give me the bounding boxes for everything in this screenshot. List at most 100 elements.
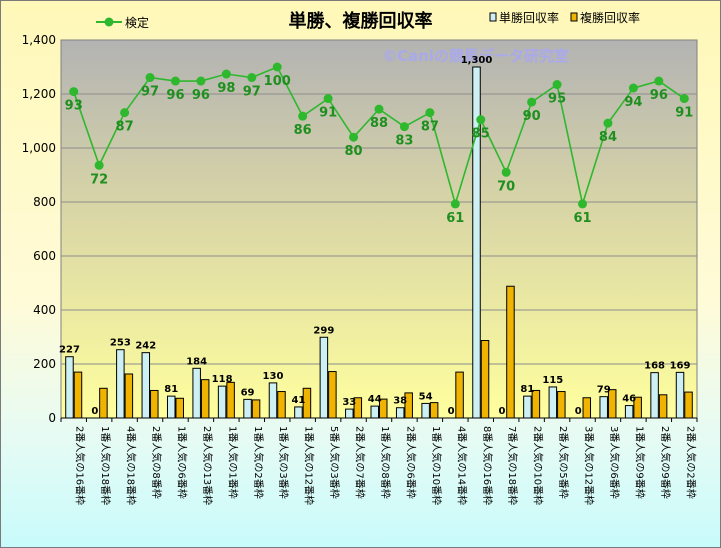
x-category-label: 5番人気の3番枠	[328, 426, 341, 499]
bar-fukusho	[150, 389, 159, 419]
line-kentei-marker	[221, 69, 231, 79]
legend-bar1-swatch	[489, 12, 497, 22]
bar-fukusho	[658, 394, 668, 419]
line-kentei-label: 70	[497, 179, 515, 194]
x-category-label: 2番人気の2番枠	[684, 426, 697, 499]
bar-tansho	[192, 367, 201, 419]
bar-fukusho	[99, 387, 108, 419]
bar-tansho	[599, 396, 608, 419]
bar-tansho	[421, 402, 430, 419]
legend-bar2-swatch	[570, 12, 578, 22]
x-category-label: 1番人気の10番枠	[430, 426, 443, 505]
line-kentei-label: 97	[243, 85, 261, 100]
x-category-label: 7番人気の18番枠	[506, 426, 519, 505]
line-kentei-label: 61	[573, 211, 591, 226]
bar-tansho-label: 0	[575, 406, 582, 417]
bar-tansho-label: 130	[263, 371, 284, 382]
line-kentei-marker	[527, 97, 537, 107]
bar-tansho-label: 38	[393, 396, 407, 407]
bar-fukusho	[328, 371, 337, 419]
y-tick-label: 800	[33, 195, 56, 209]
x-category-label: 2番人気の7番枠	[354, 426, 367, 499]
line-kentei-marker	[69, 87, 79, 97]
y-tick-label: 1,400	[22, 33, 56, 47]
bar-tansho-label: 0	[448, 406, 455, 417]
bar-tansho	[217, 385, 227, 419]
line-kentei-label: 87	[421, 120, 439, 135]
bar-tansho-label: 41	[291, 395, 305, 406]
bar-tansho-label: 69	[241, 387, 255, 398]
x-category-label: 2番人気の9番枠	[659, 426, 672, 499]
line-kentei-marker	[552, 80, 562, 90]
line-kentei-marker	[628, 83, 638, 93]
line-kentei-marker	[501, 167, 511, 177]
legend-line-marker	[104, 17, 114, 27]
line-kentei-label: 96	[650, 88, 668, 103]
legend: 検定 単勝回収率 複勝回収率	[96, 10, 640, 30]
line-kentei-label: 91	[675, 106, 693, 121]
bar-fukusho	[506, 285, 515, 419]
bar-tansho-label: 44	[368, 394, 382, 405]
bar-tansho	[624, 405, 634, 419]
line-kentei-marker	[349, 132, 359, 142]
bar-fukusho	[175, 397, 184, 419]
bar-tansho	[523, 395, 532, 419]
bar-tansho-label: 184	[186, 356, 207, 367]
bar-fukusho	[251, 399, 261, 419]
bar-fukusho	[226, 381, 235, 419]
bar-tansho	[319, 336, 329, 419]
bar-tansho-label: 227	[59, 345, 80, 356]
bar-fukusho	[277, 391, 286, 419]
y-tick-label: 1,200	[22, 87, 56, 101]
bar-tansho-label: 253	[110, 338, 131, 349]
bar-tansho	[650, 372, 659, 419]
y-tick-label: 600	[33, 249, 56, 263]
line-kentei-label: 61	[446, 211, 464, 226]
bar-tansho-label: 54	[419, 391, 433, 402]
x-category-label: 1番人気の18番枠	[99, 426, 112, 505]
x-category-label: 1番人気の1番枠	[226, 426, 239, 499]
line-kentei-label: 85	[472, 127, 490, 142]
line-kentei-label: 98	[217, 81, 235, 96]
x-category-label: 1番人気の6番枠	[175, 426, 188, 499]
bar-fukusho	[582, 397, 592, 419]
bar-fukusho	[200, 379, 210, 419]
x-category-label: 2番人気の16番枠	[74, 426, 87, 505]
chart-title: 単勝、複勝回収率	[288, 11, 433, 32]
line-kentei-marker	[196, 76, 206, 86]
bar-fukusho	[480, 340, 490, 419]
line-kentei-label: 94	[624, 95, 642, 110]
line-kentei-label: 88	[370, 116, 388, 131]
line-kentei-label: 72	[90, 172, 108, 187]
bar-tansho-label: 0	[498, 406, 505, 417]
bar-tansho-label: 79	[597, 385, 611, 396]
line-kentei-marker	[145, 73, 155, 83]
bar-fukusho	[684, 391, 693, 419]
bar-tansho-label: 169	[670, 360, 691, 371]
line-kentei-label: 100	[264, 74, 291, 89]
line-kentei-label: 87	[116, 120, 134, 135]
line-kentei-marker	[120, 108, 130, 118]
x-category-label: 1番人気の3番枠	[277, 426, 290, 499]
bar-tansho-label: 81	[164, 384, 178, 395]
legend-bar1-label: 単勝回収率	[499, 10, 559, 25]
line-kentei-marker	[450, 199, 460, 209]
x-category-label: 4番人気の14番枠	[455, 426, 468, 505]
bar-tansho-label: 118	[212, 374, 233, 385]
x-category-label: 1番人気の2番枠	[252, 426, 265, 499]
bar-tansho	[243, 398, 252, 419]
x-category-label: 8番人気の16番枠	[481, 426, 494, 505]
x-category-label: 4番人気の18番枠	[125, 426, 138, 505]
bar-tansho	[345, 408, 354, 419]
line-kentei-marker	[94, 160, 104, 170]
bar-tansho	[141, 352, 151, 419]
x-category-label: 1番人気の8番枠	[379, 426, 392, 499]
legend-line-label: 検定	[125, 15, 149, 30]
bar-tansho-label: 0	[91, 406, 98, 417]
legend-bar2-label: 複勝回収率	[580, 10, 640, 25]
x-category-label: 2番人気の6番枠	[404, 426, 417, 499]
line-kentei-label: 90	[523, 109, 541, 124]
bar-tansho-label: 299	[313, 325, 334, 336]
watermark-text: ©Caniの競馬データ研究室	[382, 47, 569, 65]
